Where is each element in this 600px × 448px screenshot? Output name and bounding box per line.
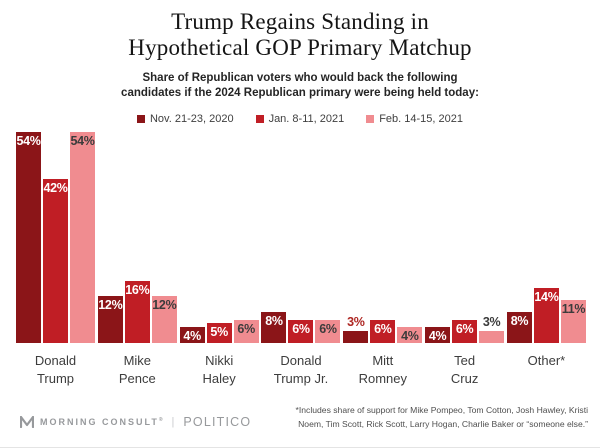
- bar-series0-cat5: 4%: [425, 327, 451, 343]
- morning-consult-wordmark: MORNING CONSULT®: [40, 417, 163, 427]
- bar-series0-cat2: 4%: [179, 327, 205, 343]
- bar-series2-cat3: 6%: [315, 320, 341, 343]
- category-label-6: Other*: [527, 353, 566, 368]
- value-label: 6%: [237, 322, 255, 336]
- legend-label: Nov. 21-23, 2020: [149, 113, 234, 125]
- legend-swatch-icon: [136, 115, 145, 123]
- morning-consult-logo-icon: [20, 416, 34, 428]
- bar-series1-cat2: 5%: [206, 323, 232, 343]
- category-axis: Donald Trump Mike Pence Nikki Haley Donald …: [16, 352, 586, 387]
- bar-group-6: 8% 14% 11%: [506, 288, 586, 343]
- value-label: 3%: [482, 315, 501, 329]
- value-label: 42%: [43, 181, 68, 195]
- category-label-1: Mike Pence: [118, 353, 156, 386]
- bar-series1-cat1: 16%: [124, 281, 150, 343]
- bar-series0-cat0: 54%: [16, 132, 41, 343]
- category-label-0: Donald Trump: [34, 353, 77, 386]
- category-label-5: Ted Cruz: [450, 353, 479, 386]
- bar-series1-cat5: 6%: [452, 320, 478, 343]
- chart-subtitle: Share of Republican voters who would bac…: [0, 71, 600, 102]
- category-label-4: Mitt Romney: [358, 353, 408, 386]
- value-label: 4%: [428, 329, 447, 343]
- bar-series0-cat4: 3%: [343, 315, 369, 343]
- value-label: 8%: [265, 314, 283, 328]
- value-label: 6%: [455, 322, 474, 336]
- bar-series2-cat0: 54%: [70, 132, 95, 343]
- value-label: 8%: [510, 314, 529, 328]
- legend-label: Feb. 14-15, 2021: [379, 113, 463, 125]
- legend-swatch-icon: [255, 115, 264, 123]
- chart-legend: Nov. 21-23, 2020 Jan. 8-11, 2021 Feb. 14-1…: [0, 113, 600, 125]
- category-label-2: Nikki Haley: [202, 353, 236, 386]
- registered-mark: ®: [158, 417, 163, 423]
- category-label-3: Donald Trump Jr.: [273, 353, 329, 386]
- bar-series2-cat6: 11%: [560, 300, 586, 343]
- footnote-line2: Noem, Tim Scott, Rick Scott, Larry Hogan…: [298, 418, 588, 429]
- value-label: 54%: [70, 134, 95, 148]
- bar-series1-cat0: 42%: [43, 179, 68, 343]
- value-label: 16%: [125, 283, 150, 297]
- bar-group-3: 8% 6% 6%: [261, 312, 341, 343]
- bar-group-2: 4% 5% 6%: [179, 320, 259, 343]
- bar-series1-cat3: 6%: [288, 320, 314, 343]
- brand-logos: MORNING CONSULT® | POLITICO: [20, 415, 251, 429]
- chart-title-line1: Trump Regains Standing in: [171, 9, 429, 34]
- bar-group-4: 3% 6% 4%: [343, 315, 423, 343]
- bar-group-1: 12% 16% 12%: [97, 281, 177, 343]
- value-label: 54%: [16, 134, 41, 148]
- legend-item-0: Nov. 21-23, 2020: [136, 113, 234, 125]
- chart-subtitle-line2: candidates if the 2024 Republican primar…: [121, 87, 479, 100]
- legend-swatch-icon: [366, 115, 375, 123]
- bar-series2-cat1: 12%: [151, 296, 177, 343]
- bar-series2-cat4: 4%: [397, 327, 423, 343]
- legend-label: Jan. 8-11, 2021: [268, 113, 345, 125]
- bar-chart-plot: 54% 42% 54% 12% 16% 12% 4% 5% 6% 8% 6% 6% 3% 6% 4% 4% 6%…: [16, 132, 586, 343]
- legend-item-1: Jan. 8-11, 2021: [255, 113, 345, 125]
- value-label: 4%: [401, 329, 419, 343]
- brand-divider: |: [171, 416, 175, 428]
- value-label: 6%: [292, 322, 310, 336]
- value-label: 4%: [183, 329, 201, 343]
- value-label: 14%: [534, 290, 559, 304]
- value-label: 6%: [319, 322, 337, 336]
- bar-series2-cat2: 6%: [233, 320, 259, 343]
- chart-subtitle-line1: Share of Republican voters who would bac…: [142, 71, 458, 84]
- value-label: 12%: [98, 298, 123, 312]
- bar-series1-cat6: 14%: [533, 288, 559, 343]
- bar-series2-cat5: 3%: [479, 315, 505, 343]
- bar-series1-cat4: 6%: [370, 320, 396, 343]
- value-label: 6%: [374, 322, 392, 336]
- value-label: 12%: [152, 298, 177, 312]
- value-label: 5%: [210, 325, 228, 339]
- bar-series0-cat3: 8%: [261, 312, 287, 343]
- footnote: *Includes share of support for Mike Pomp…: [248, 404, 588, 431]
- bar-series0-cat6: 8%: [506, 312, 532, 343]
- bar-group-0: 54% 42% 54%: [16, 132, 95, 343]
- chart-title: Trump Regains Standing in Hypothetical G…: [0, 9, 600, 61]
- value-label: 11%: [561, 302, 586, 316]
- bar-group-5: 4% 6% 3%: [425, 315, 505, 343]
- value-label: 3%: [347, 315, 365, 329]
- politico-wordmark: POLITICO: [183, 415, 252, 429]
- footnote-line1: *Includes share of support for Mike Pomp…: [295, 405, 588, 416]
- chart-title-line2: Hypothetical GOP Primary Matchup: [128, 34, 472, 60]
- bar-series0-cat1: 12%: [97, 296, 123, 343]
- legend-item-2: Feb. 14-15, 2021: [366, 113, 463, 125]
